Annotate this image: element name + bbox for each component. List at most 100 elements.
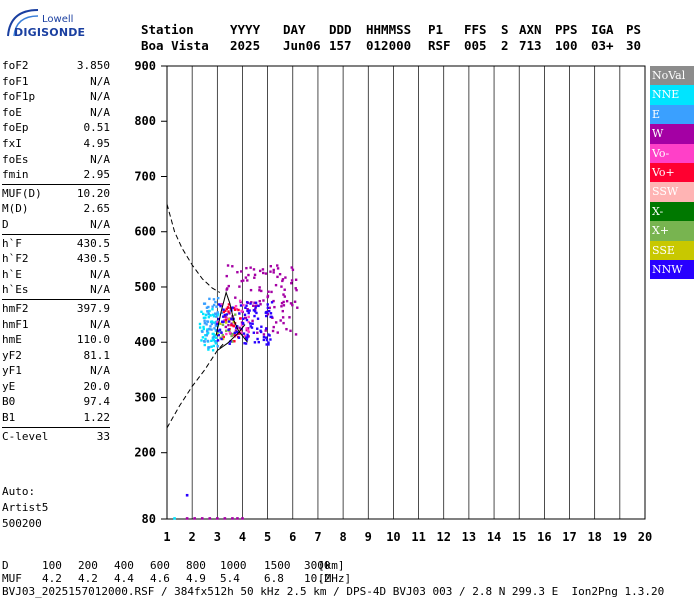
parameter-value: 33	[96, 429, 110, 443]
echo-point-w	[227, 284, 230, 288]
echo-point-e	[217, 296, 220, 300]
parameter-label: fmin	[2, 168, 29, 182]
parameter-row: hmF2 397.9	[2, 301, 110, 317]
echo-point-nnw	[245, 301, 249, 304]
echo-point-w	[264, 272, 268, 275]
echo-point-w	[276, 264, 279, 267]
echo-point-sse	[221, 337, 225, 341]
echo-point-vo-	[237, 308, 240, 312]
echo-point-e	[215, 305, 218, 308]
parameter-row: foEs N/A	[2, 152, 110, 168]
parameter-row: h`Es N/A	[2, 282, 110, 298]
parameter-label: foEs	[2, 152, 29, 166]
echo-point-e	[206, 310, 209, 313]
echo-point-nnw	[268, 334, 271, 337]
distance-value: 400	[114, 559, 134, 572]
parameter-label: M(D)	[2, 202, 29, 216]
parameter-label: yF1	[2, 364, 22, 378]
echo-point-w	[290, 266, 293, 269]
echo-point-w	[274, 283, 278, 287]
parameter-value: N/A	[90, 267, 110, 281]
x-tick-label: 7	[314, 530, 321, 544]
parameter-label: hmE	[2, 333, 22, 347]
parameter-value: N/A	[90, 90, 110, 104]
echo-point-nne	[206, 332, 209, 336]
echo-point-x-	[234, 313, 237, 316]
parameter-label: B0	[2, 395, 16, 409]
echo-point-vo-	[226, 306, 230, 309]
echo-point-e	[213, 327, 216, 330]
x-tick-label: 1	[163, 530, 170, 544]
echo-point-w	[246, 279, 249, 282]
echo-point-nnw	[256, 337, 259, 341]
echo-point-nnw	[247, 311, 250, 315]
distance-value: 1500	[264, 559, 291, 572]
echo-point-vo-	[230, 324, 233, 327]
parameter-value: 2.65	[83, 202, 111, 216]
echo-point-w	[281, 316, 285, 319]
echo-point-vo-	[224, 309, 227, 313]
muf-value: 4.2	[78, 572, 98, 585]
echo-point-w	[253, 273, 257, 277]
echo-point-nnw	[248, 309, 251, 312]
echo-point-nne	[210, 345, 213, 348]
header-value: 005	[464, 38, 487, 53]
distance-value: 800	[186, 559, 206, 572]
parameter-row: foF1p N/A	[2, 89, 110, 105]
echo-point-nnw	[227, 320, 231, 323]
header-value: Jun06	[283, 38, 321, 53]
parameter-row: B1 1.22	[2, 410, 110, 426]
echo-point-nne	[202, 327, 205, 331]
autoscale-label: Auto:	[2, 485, 36, 498]
echo-point-w	[254, 304, 257, 308]
echo-point-w	[253, 301, 256, 304]
x-tick-label: 9	[365, 530, 372, 544]
echo-point-nne	[211, 337, 215, 340]
echo-point-w	[267, 290, 270, 293]
echo-point-nne	[208, 309, 211, 313]
echo-point-w	[294, 333, 298, 336]
echo-point-nnw	[250, 326, 254, 329]
echo-point-w	[281, 279, 284, 283]
x-tick-label: 19	[613, 530, 627, 544]
x-tick-label: 16	[537, 530, 551, 544]
echo-point-nnw	[256, 317, 260, 320]
echo-point-w	[242, 279, 245, 282]
echo-point-nnw	[254, 301, 258, 304]
echo-point-nne	[212, 321, 215, 324]
echo-point-nnw	[239, 304, 243, 307]
echo-point-vo-	[222, 310, 226, 314]
echo-point-w	[234, 329, 238, 332]
echo-point-w	[272, 325, 275, 329]
digisonde-logo: Lowell DIGISONDE	[4, 4, 85, 39]
echo-point-vo-	[234, 304, 238, 308]
echo-point-nnw	[249, 325, 252, 328]
echo-point-w	[271, 329, 275, 333]
echo-point-nnw	[266, 303, 269, 306]
echo-point-w	[240, 279, 243, 283]
echo-point-nnw	[245, 318, 249, 322]
legend-item-ssw: SSW	[650, 182, 694, 202]
echo-point-w	[294, 278, 298, 281]
echo-point-nnw	[270, 301, 274, 304]
echo-point-w	[281, 278, 285, 281]
baseline-point	[185, 493, 189, 497]
echo-point-vo-	[216, 320, 219, 324]
echo-point-e	[215, 315, 218, 318]
echo-point-nne	[206, 328, 209, 331]
echo-point-nnw	[218, 303, 221, 306]
echo-point-w	[240, 270, 243, 273]
echo-point-w	[276, 275, 279, 279]
parameter-value: N/A	[90, 283, 110, 297]
echo-point-w	[258, 299, 261, 303]
header-value: 157	[329, 38, 352, 53]
y-tick-label: 500	[134, 280, 156, 294]
echo-point-w	[250, 301, 253, 304]
echo-point-e	[212, 335, 215, 339]
parameter-label: h`F2	[2, 252, 29, 266]
parameter-row: foE N/A	[2, 105, 110, 121]
echo-point-nnw	[225, 313, 228, 316]
legend-item-nnw: NNW	[650, 259, 694, 280]
echo-point-w	[253, 276, 256, 279]
echo-point-nnw	[257, 304, 260, 308]
